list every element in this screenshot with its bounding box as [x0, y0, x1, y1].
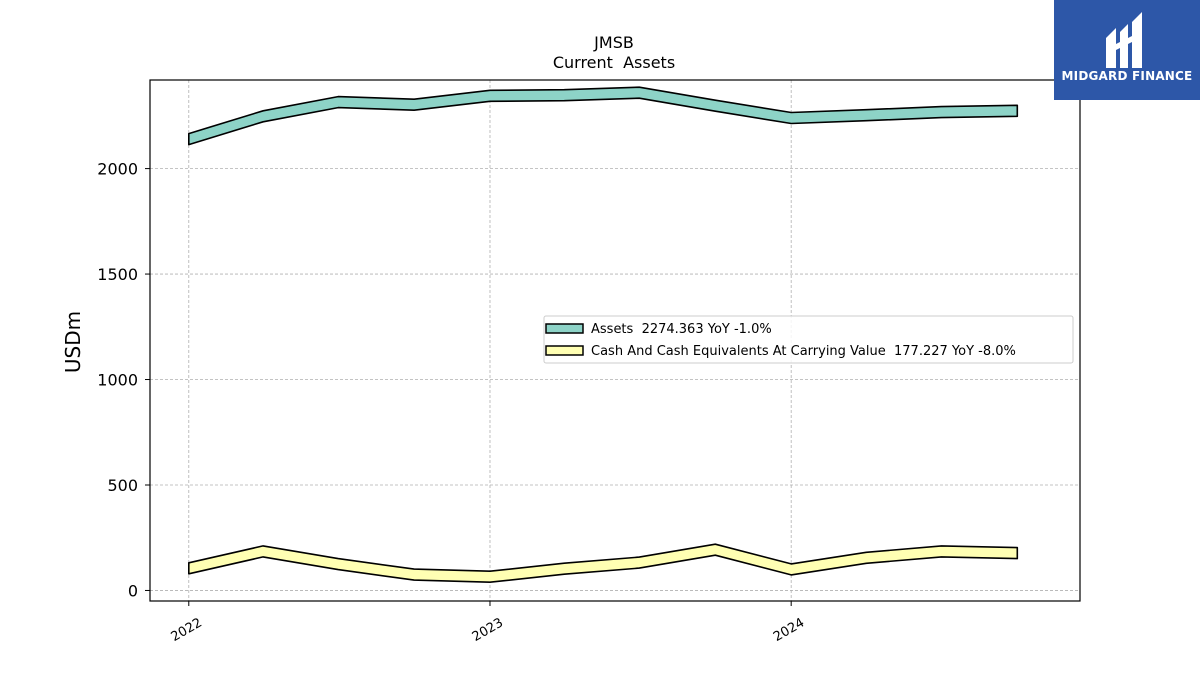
legend-swatch-cash: [545, 345, 584, 356]
y-tick-label: 1000: [97, 371, 138, 390]
y-tick-label: 1500: [97, 265, 138, 284]
plot-frame: [149, 79, 1081, 602]
logo-text: MIDGARD FINANCE: [1061, 69, 1193, 83]
y-axis-label: USDm: [61, 311, 85, 373]
y-tick-label: 2000: [97, 160, 138, 179]
legend: Assets 2274.363 YoY -1.0% Cash And Cash …: [543, 315, 1074, 364]
legend-frame: [543, 315, 1074, 364]
grid: [150, 80, 1080, 601]
chart-title: JMSB: [593, 33, 634, 52]
chart-subtitle: Current Assets: [553, 53, 675, 72]
x-tick-label: 2022: [169, 615, 205, 645]
x-tick-label: 2023: [470, 615, 506, 645]
series-layer: [188, 86, 1019, 584]
series-assets-band: [188, 86, 1019, 146]
series-cash-band: [188, 543, 1019, 584]
y-tick-label: 500: [107, 476, 138, 495]
legend-label-assets: Assets 2274.363 YoY -1.0%: [591, 322, 772, 337]
x-tick-label: 2024: [771, 615, 807, 645]
legend-swatch-assets: [545, 323, 584, 334]
logo-mark-icon: [1106, 12, 1142, 68]
y-tick-label: 0: [128, 581, 138, 600]
midgard-finance-logo: MIDGARD FINANCE: [1054, 0, 1200, 100]
legend-label-cash: Cash And Cash Equivalents At Carrying Va…: [591, 344, 1016, 359]
